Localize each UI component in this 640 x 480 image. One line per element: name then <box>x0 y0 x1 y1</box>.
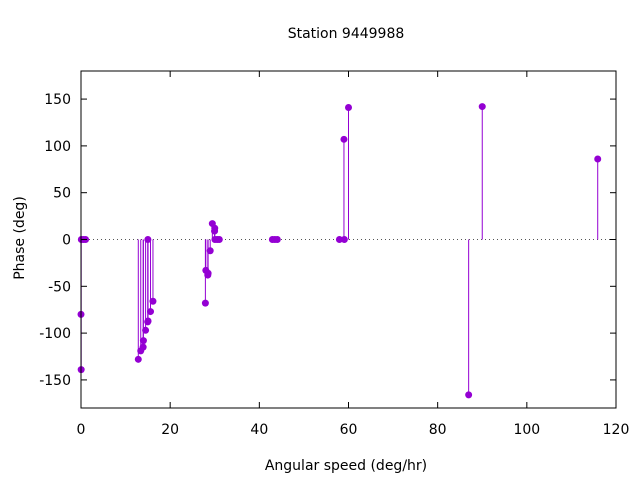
x-tick-label: 0 <box>77 422 86 438</box>
data-point <box>345 104 352 112</box>
data-point <box>465 391 473 399</box>
data-point <box>139 343 147 351</box>
y-tick-label: 150 <box>44 92 71 108</box>
data-point <box>201 299 209 307</box>
data-point <box>147 308 155 316</box>
data-point <box>142 326 150 334</box>
y-tick-label: -100 <box>39 326 71 342</box>
data-point <box>144 317 152 325</box>
data-point <box>335 236 343 243</box>
y-tick-label: -150 <box>39 373 71 389</box>
chart-title: Station 9449988 <box>288 26 405 42</box>
x-axis-title: Angular speed (deg/hr) <box>265 458 427 474</box>
x-tick-label: 20 <box>161 422 179 438</box>
data-point <box>204 269 212 277</box>
data-point <box>340 135 348 143</box>
y-tick-label: 100 <box>44 139 71 155</box>
data-point <box>134 355 142 363</box>
y-tick-label: 50 <box>53 186 71 202</box>
x-tick-label: 80 <box>429 422 447 438</box>
x-tick-label: 40 <box>250 422 268 438</box>
data-point <box>478 103 486 111</box>
data-point <box>206 247 214 255</box>
x-tick-label: 100 <box>513 422 540 438</box>
data-point <box>273 236 281 243</box>
data-point <box>215 236 223 243</box>
data-point <box>139 337 147 345</box>
y-tick-label: -50 <box>48 279 71 295</box>
plot-area <box>77 103 616 399</box>
data-point <box>149 297 157 305</box>
data-point <box>594 155 602 163</box>
axes: 0 20 40 60 80 100 120 -150 -100 -50 0 50 100 150 <box>39 71 629 438</box>
y-axis-title: Phase (deg) <box>12 196 28 280</box>
x-tick-label: 60 <box>340 422 358 438</box>
x-tick-label: 120 <box>603 422 630 438</box>
data-point <box>340 236 348 243</box>
data-point <box>211 224 219 232</box>
y-tick-label: 0 <box>62 233 71 249</box>
